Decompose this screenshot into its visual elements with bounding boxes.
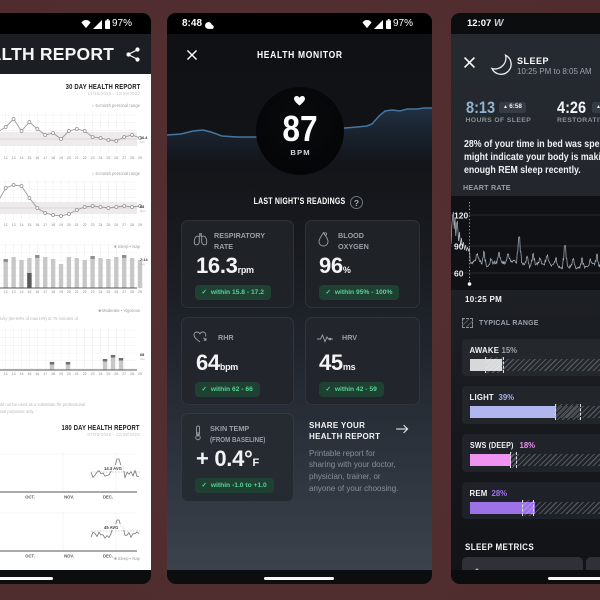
- svg-text:14: 14: [20, 156, 24, 160]
- svg-text:25: 25: [106, 290, 110, 294]
- svg-text:19: 19: [59, 156, 63, 160]
- svg-text:24: 24: [99, 290, 103, 294]
- svg-text:18: 18: [51, 372, 55, 376]
- svg-text:16: 16: [35, 372, 39, 376]
- svg-text:min: min: [140, 357, 145, 361]
- svg-text:NOV.: NOV.: [64, 554, 74, 559]
- svg-text:15: 15: [27, 372, 31, 376]
- svg-text:OCT.: OCT.: [25, 495, 35, 500]
- svg-text:28: 28: [130, 290, 134, 294]
- svg-text:avg: avg: [140, 262, 145, 266]
- svg-text:23: 23: [91, 290, 95, 294]
- svg-text:15: 15: [27, 156, 31, 160]
- svg-text:17: 17: [43, 290, 47, 294]
- svg-text:7:14: 7:14: [140, 258, 148, 262]
- svg-text:20: 20: [67, 156, 71, 160]
- svg-text:13: 13: [12, 290, 16, 294]
- svg-text:60: 60: [454, 269, 464, 279]
- svg-text:14: 14: [20, 223, 24, 227]
- svg-text:19: 19: [59, 290, 63, 294]
- svg-text:DEC.: DEC.: [103, 495, 113, 500]
- svg-text:16.4: 16.4: [140, 136, 148, 140]
- svg-text:21: 21: [75, 290, 79, 294]
- svg-text:NOV.: NOV.: [64, 495, 74, 500]
- svg-text:23: 23: [91, 223, 95, 227]
- svg-text:16: 16: [35, 223, 39, 227]
- svg-text:29: 29: [138, 372, 142, 376]
- svg-text:45 AVG: 45 AVG: [104, 525, 118, 530]
- svg-text:22: 22: [83, 372, 87, 376]
- svg-text:13: 13: [12, 156, 16, 160]
- svg-text:13: 13: [12, 223, 16, 227]
- svg-text:22: 22: [83, 156, 87, 160]
- svg-text:28: 28: [130, 372, 134, 376]
- svg-text:25: 25: [106, 372, 110, 376]
- svg-text:15: 15: [27, 223, 31, 227]
- svg-text:16: 16: [35, 290, 39, 294]
- svg-text:120: 120: [454, 211, 468, 221]
- svg-text:bpm: bpm: [140, 209, 146, 213]
- svg-text:15: 15: [27, 290, 31, 294]
- svg-text:26: 26: [114, 290, 118, 294]
- svg-text:28: 28: [130, 156, 134, 160]
- svg-text:26: 26: [114, 223, 118, 227]
- svg-text:17: 17: [43, 372, 47, 376]
- svg-text:29: 29: [138, 290, 142, 294]
- svg-text:25: 25: [106, 223, 110, 227]
- svg-text:22: 22: [83, 223, 87, 227]
- svg-text:16: 16: [35, 156, 39, 160]
- svg-text:rpm: rpm: [140, 140, 145, 144]
- svg-text:29: 29: [138, 223, 142, 227]
- svg-text:20: 20: [67, 372, 71, 376]
- svg-text:19: 19: [59, 223, 63, 227]
- svg-text:14.3 AVG: 14.3 AVG: [104, 466, 122, 471]
- svg-text:12: 12: [4, 223, 8, 227]
- svg-text:OCT.: OCT.: [25, 554, 35, 559]
- svg-text:21: 21: [75, 372, 79, 376]
- svg-text:14: 14: [20, 290, 24, 294]
- svg-text:68: 68: [140, 353, 144, 357]
- svg-text:25: 25: [106, 156, 110, 160]
- svg-text:20: 20: [67, 290, 71, 294]
- svg-text:12: 12: [4, 372, 8, 376]
- svg-text:13: 13: [12, 372, 16, 376]
- svg-text:26: 26: [114, 156, 118, 160]
- svg-text:27: 27: [122, 156, 126, 160]
- svg-text:29: 29: [138, 156, 142, 160]
- svg-text:27: 27: [122, 372, 126, 376]
- svg-text:18: 18: [51, 223, 55, 227]
- svg-text:18: 18: [51, 290, 55, 294]
- svg-text:12: 12: [4, 156, 8, 160]
- svg-text:19: 19: [59, 372, 63, 376]
- svg-text:24: 24: [99, 372, 103, 376]
- svg-text:24: 24: [99, 156, 103, 160]
- svg-text:17: 17: [43, 223, 47, 227]
- svg-text:23: 23: [91, 156, 95, 160]
- svg-text:24: 24: [99, 223, 103, 227]
- svg-text:20: 20: [67, 223, 71, 227]
- svg-text:22: 22: [83, 290, 87, 294]
- svg-text:21: 21: [75, 223, 79, 227]
- svg-text:12: 12: [4, 290, 8, 294]
- svg-text:18: 18: [51, 156, 55, 160]
- svg-text:27: 27: [122, 223, 126, 227]
- svg-text:68: 68: [140, 205, 144, 209]
- svg-text:17: 17: [43, 156, 47, 160]
- svg-text:14: 14: [20, 372, 24, 376]
- svg-text:28: 28: [130, 223, 134, 227]
- svg-text:DEC.: DEC.: [103, 554, 113, 559]
- svg-text:27: 27: [122, 290, 126, 294]
- svg-text:26: 26: [114, 372, 118, 376]
- svg-text:21: 21: [75, 156, 79, 160]
- svg-text:23: 23: [91, 372, 95, 376]
- svg-text:90: 90: [454, 242, 464, 252]
